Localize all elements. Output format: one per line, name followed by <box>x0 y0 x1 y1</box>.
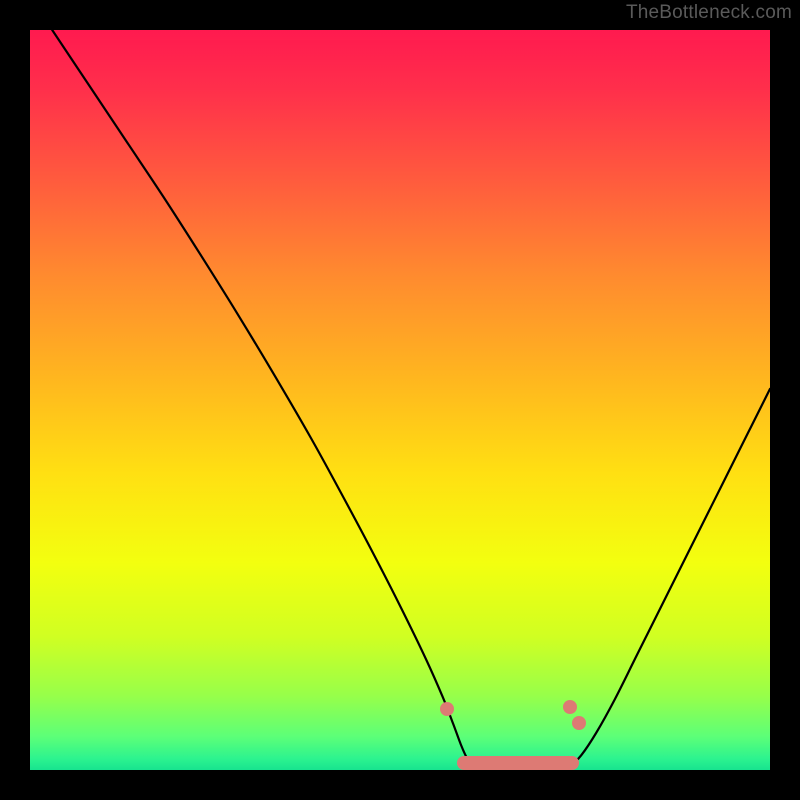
chart-curves <box>30 30 770 770</box>
curve-left <box>52 30 478 770</box>
curve-right-marker <box>563 700 577 714</box>
curve-right <box>563 389 770 770</box>
curve-right-marker-2 <box>572 716 586 730</box>
bottleneck-chart <box>30 30 770 770</box>
curve-left-marker <box>440 702 454 716</box>
attribution-text: TheBottleneck.com <box>626 2 792 24</box>
optimal-range-marker <box>457 756 579 770</box>
